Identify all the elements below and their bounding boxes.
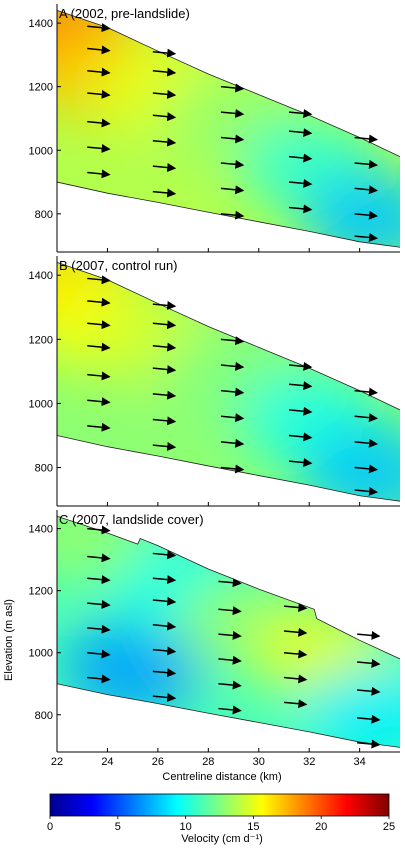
y-axis-label: Elevation (m asl) <box>3 599 15 681</box>
y-tick-label: 1000 <box>29 648 53 660</box>
y-tick-label: 1400 <box>29 524 53 536</box>
x-axis-label: Centreline distance (km) <box>162 771 281 783</box>
x-tick-label: 28 <box>202 756 214 768</box>
panel-b: 800 1000 1200 1400 B (2007, control run) <box>0 234 405 522</box>
colorbar-bar <box>50 794 389 816</box>
panel-title: A (2002, pre-landslide) <box>59 6 190 21</box>
colorbar-tick-label: 10 <box>179 821 191 833</box>
velocity-heatmap <box>0 234 405 522</box>
panel-title: B (2007, control run) <box>59 258 178 273</box>
y-tick-label: 1000 <box>29 145 53 157</box>
y-tick-label: 1000 <box>29 398 53 410</box>
y-tick-label: 1400 <box>29 18 53 30</box>
y-tick-label: 800 <box>35 463 53 475</box>
y-tick-label: 800 <box>35 710 53 722</box>
x-tick-label: 26 <box>152 756 164 768</box>
x-tick-label: 30 <box>253 756 265 768</box>
x-tick-label: 32 <box>303 756 315 768</box>
y-tick-label: 1200 <box>29 586 53 598</box>
colorbar-tick-label: 5 <box>115 821 121 833</box>
panel-title: C (2007, landslide cover) <box>59 512 204 527</box>
panel-a: 800 1000 1200 1400 A (2002, pre-landslide) <box>0 0 405 268</box>
colorbar: 0 5 10 15 20 25 Velocity (cm d⁻¹) <box>47 794 395 845</box>
colorbar-ticks: 0 5 10 15 20 25 <box>47 816 395 833</box>
y-tick-label: 1200 <box>29 334 53 346</box>
x-tick-label: 22 <box>51 756 63 768</box>
colorbar-tick-label: 0 <box>47 821 53 833</box>
colorbar-tick-label: 15 <box>247 821 259 833</box>
velocity-heatmap <box>12 487 405 763</box>
x-tick-label: 34 <box>354 756 366 768</box>
y-tick-label: 800 <box>35 209 53 221</box>
y-tick-label: 1200 <box>29 82 53 94</box>
velocity-heatmap <box>0 0 405 268</box>
panels-group: 800100012001400A (2002, pre-landslide)80… <box>0 0 405 768</box>
colorbar-label: Velocity (cm d⁻¹) <box>181 833 263 845</box>
y-tick-label: 1400 <box>29 270 53 282</box>
colorbar-tick-label: 20 <box>315 821 327 833</box>
velocity-arrow <box>357 634 379 636</box>
x-tick-label: 24 <box>101 756 113 768</box>
panel-c: 800 1000 1200 1400 22 24 26 28 30 32 34 C (2007, la… <box>12 487 405 768</box>
colorbar-tick-label: 25 <box>383 821 395 833</box>
